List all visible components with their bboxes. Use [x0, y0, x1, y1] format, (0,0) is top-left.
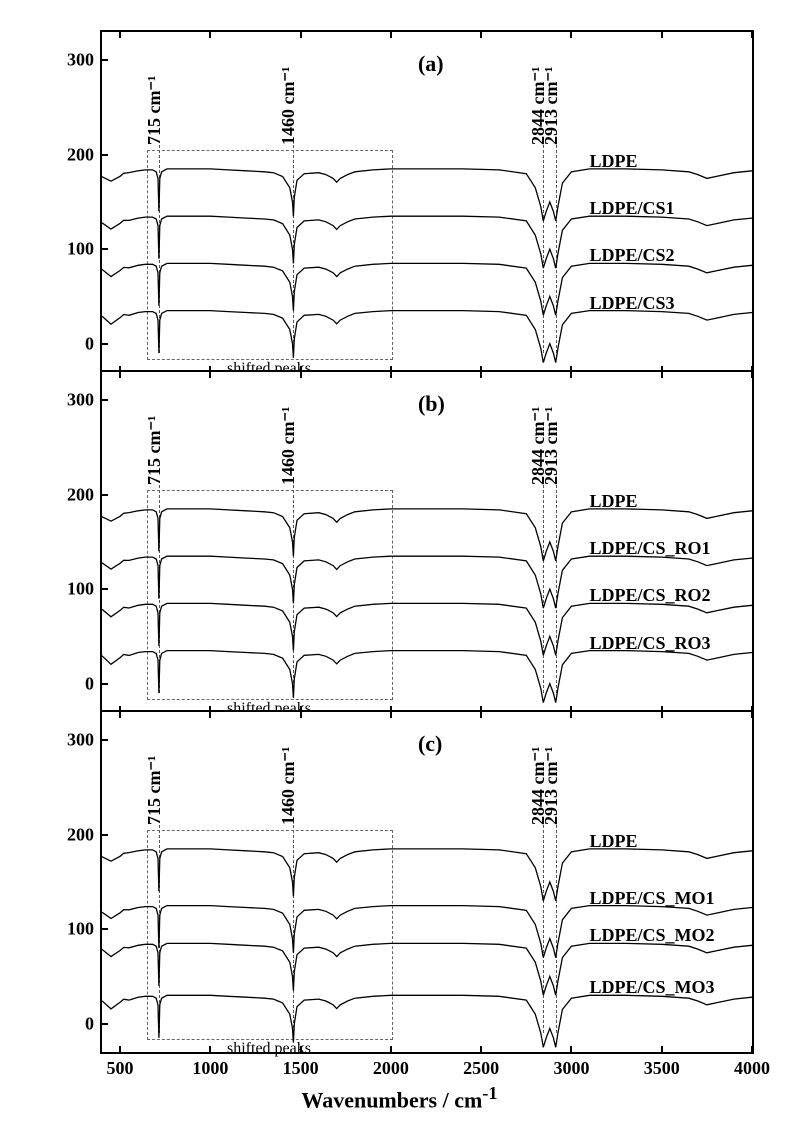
- series-label: LDPE/CS2: [590, 245, 675, 266]
- series-label: LDPE/CS_RO3: [590, 633, 711, 654]
- series-label: LDPE: [590, 491, 638, 512]
- series-label: LDPE/CS_RO2: [590, 585, 711, 606]
- series-label: LDPE: [590, 151, 638, 172]
- xtick-label: 3000: [553, 1052, 589, 1079]
- spectra-svg: [102, 712, 752, 1052]
- xtick-label: 2000: [373, 1052, 409, 1079]
- panel-b: 0100200300715 cm⁻¹1460 cm⁻¹2844 cm⁻¹2913…: [100, 370, 754, 714]
- xtick-label: 500: [107, 1052, 134, 1079]
- panel-a: 0100200300715 cm⁻¹1460 cm⁻¹2844 cm⁻¹2913…: [100, 30, 754, 374]
- x-axis-label: Wavenumbers / cm-1: [301, 1083, 497, 1113]
- ytick-label: 200: [67, 824, 102, 845]
- series-label: LDPE/CS_MO1: [590, 888, 715, 909]
- xtick-label: 3500: [644, 1052, 680, 1079]
- spectrum-trace: [102, 311, 752, 363]
- series-label: LDPE: [590, 831, 638, 852]
- ytick-label: 200: [67, 484, 102, 505]
- ytick-label: 100: [67, 919, 102, 940]
- ytick-label: 300: [67, 730, 102, 751]
- series-label: LDPE/CS_RO1: [590, 538, 711, 559]
- panel-c: 0100200300500100015002000250030003500400…: [100, 710, 754, 1054]
- spectrum-trace: [102, 995, 752, 1047]
- ytick-label: 300: [67, 390, 102, 411]
- series-label: LDPE/CS_MO2: [590, 925, 715, 946]
- series-label: LDPE/CS1: [590, 198, 675, 219]
- ftir-figure: % Transmitance / arb. un. Wavenumbers / …: [0, 0, 799, 1127]
- xtick-label: 4000: [734, 1052, 770, 1079]
- xtick-label: 1000: [192, 1052, 228, 1079]
- series-label: LDPE/CS_MO3: [590, 977, 715, 998]
- ytick-label: 100: [67, 579, 102, 600]
- series-label: LDPE/CS3: [590, 293, 675, 314]
- ytick-label: 300: [67, 50, 102, 71]
- ytick-label: 200: [67, 144, 102, 165]
- ytick-label: 100: [67, 239, 102, 260]
- spectrum-trace: [102, 651, 752, 703]
- xtick-label: 2500: [463, 1052, 499, 1079]
